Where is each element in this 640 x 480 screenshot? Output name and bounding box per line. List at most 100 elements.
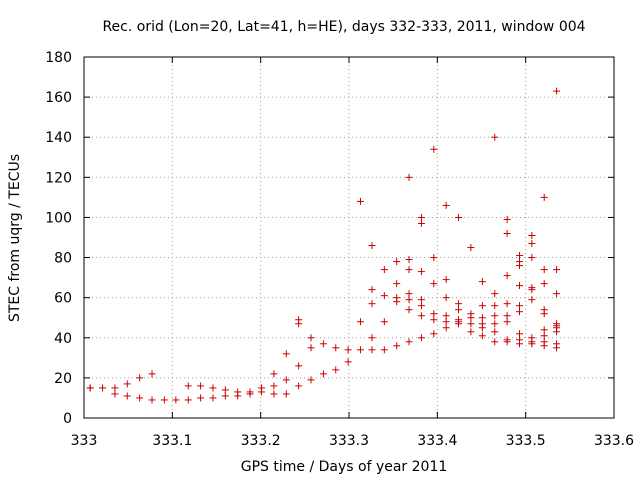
data-point bbox=[184, 382, 192, 390]
data-point bbox=[515, 330, 523, 338]
y-tick-label: 40 bbox=[54, 331, 72, 347]
data-point bbox=[295, 382, 303, 390]
data-point bbox=[405, 256, 413, 264]
data-points bbox=[86, 87, 561, 404]
data-point bbox=[417, 268, 425, 276]
data-point bbox=[295, 320, 303, 328]
data-point bbox=[380, 292, 388, 300]
data-point bbox=[405, 338, 413, 346]
data-point bbox=[417, 219, 425, 227]
data-point bbox=[319, 370, 327, 378]
data-point bbox=[405, 266, 413, 274]
data-point bbox=[307, 376, 315, 384]
data-point bbox=[442, 201, 450, 209]
data-point bbox=[467, 314, 475, 322]
data-point bbox=[528, 340, 536, 348]
y-tick-labels: 0 20 40 60 80 100 120 140 160 180 bbox=[45, 50, 72, 427]
data-point bbox=[491, 320, 499, 328]
y-tick-label: 140 bbox=[45, 130, 72, 146]
data-point bbox=[553, 344, 561, 352]
data-point bbox=[491, 338, 499, 346]
data-point bbox=[405, 173, 413, 181]
data-point bbox=[540, 266, 548, 274]
data-point bbox=[209, 394, 217, 402]
data-point bbox=[380, 346, 388, 354]
data-point bbox=[455, 306, 463, 314]
data-point bbox=[393, 298, 401, 306]
data-point bbox=[86, 384, 94, 392]
data-point bbox=[307, 344, 315, 352]
x-tick-label: 333.6 bbox=[594, 433, 634, 449]
x-tick-label: 333 bbox=[71, 433, 98, 449]
data-point bbox=[528, 254, 536, 262]
data-point bbox=[515, 282, 523, 290]
data-point bbox=[405, 306, 413, 314]
data-point bbox=[503, 215, 511, 223]
grid-lines bbox=[84, 57, 614, 418]
data-point bbox=[282, 390, 290, 398]
data-point bbox=[540, 332, 548, 340]
data-point bbox=[184, 396, 192, 404]
data-point bbox=[528, 296, 536, 304]
data-point bbox=[503, 272, 511, 280]
data-point bbox=[491, 328, 499, 336]
data-point bbox=[319, 340, 327, 348]
data-point bbox=[148, 396, 156, 404]
data-point bbox=[503, 312, 511, 320]
data-point bbox=[515, 340, 523, 348]
x-tick-label: 333.1 bbox=[152, 433, 192, 449]
data-point bbox=[528, 231, 536, 239]
x-tick-labels: 333 333.1 333.2 333.3 333.4 333.5 333.6 bbox=[71, 433, 634, 449]
data-point bbox=[455, 300, 463, 308]
data-point bbox=[478, 278, 486, 286]
data-point bbox=[209, 384, 217, 392]
data-point bbox=[270, 370, 278, 378]
data-point bbox=[491, 312, 499, 320]
data-point bbox=[344, 346, 352, 354]
data-point bbox=[467, 328, 475, 336]
data-point bbox=[478, 324, 486, 332]
data-point bbox=[491, 133, 499, 141]
data-point bbox=[442, 324, 450, 332]
axis-ticks bbox=[83, 56, 615, 419]
x-tick-label: 333.3 bbox=[329, 433, 369, 449]
y-tick-label: 80 bbox=[54, 251, 72, 267]
data-point bbox=[221, 392, 229, 400]
x-tick-label: 333.5 bbox=[506, 433, 546, 449]
data-point bbox=[123, 392, 131, 400]
data-point bbox=[491, 290, 499, 298]
data-point bbox=[442, 294, 450, 302]
x-tick-label: 333.2 bbox=[241, 433, 281, 449]
data-point bbox=[553, 266, 561, 274]
data-point bbox=[221, 386, 229, 394]
data-point bbox=[467, 244, 475, 252]
data-point bbox=[528, 240, 536, 248]
data-point bbox=[380, 318, 388, 326]
data-point bbox=[344, 358, 352, 366]
x-tick-label: 333.4 bbox=[417, 433, 457, 449]
y-tick-label: 160 bbox=[45, 90, 72, 106]
data-point bbox=[515, 262, 523, 270]
data-point bbox=[258, 388, 266, 396]
data-point bbox=[442, 276, 450, 284]
data-point bbox=[111, 390, 119, 398]
data-point bbox=[503, 229, 511, 237]
y-tick-label: 100 bbox=[45, 210, 72, 226]
data-point bbox=[393, 342, 401, 350]
data-point bbox=[417, 213, 425, 221]
y-tick-label: 0 bbox=[63, 411, 72, 427]
y-axis-label: STEC from uqrg / TECUs bbox=[7, 154, 23, 322]
data-point bbox=[136, 374, 144, 382]
data-point bbox=[478, 314, 486, 322]
data-point bbox=[393, 280, 401, 288]
data-point bbox=[430, 310, 438, 318]
data-point bbox=[368, 286, 376, 294]
data-point bbox=[393, 258, 401, 266]
data-point bbox=[172, 396, 180, 404]
data-point bbox=[197, 394, 205, 402]
data-point bbox=[455, 320, 463, 328]
data-point bbox=[246, 390, 254, 398]
data-point bbox=[417, 296, 425, 304]
data-point bbox=[368, 242, 376, 250]
